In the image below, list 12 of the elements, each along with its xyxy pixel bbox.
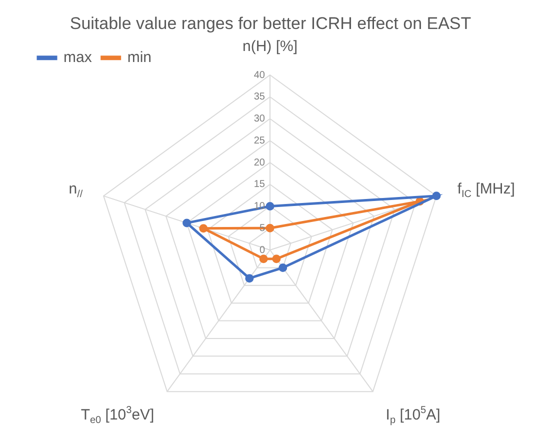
y-tick-label: 25 — [254, 135, 266, 146]
spoke-label: n// — [68, 180, 83, 200]
legend-label: max — [64, 49, 92, 66]
y-tick-label: 15 — [254, 179, 266, 190]
y-tick-label: 35 — [254, 92, 266, 103]
y-tick-label: 40 — [254, 70, 266, 81]
legend-label: min — [127, 49, 152, 66]
y-tick-label: 0 — [259, 244, 266, 256]
spoke-label: n(H) [%] — [242, 38, 298, 56]
y-tick-label: 20 — [254, 157, 266, 168]
y-tick-label: 30 — [254, 114, 266, 124]
chart-title: Suitable value ranges for better ICRH effect on EAST — [70, 14, 472, 33]
